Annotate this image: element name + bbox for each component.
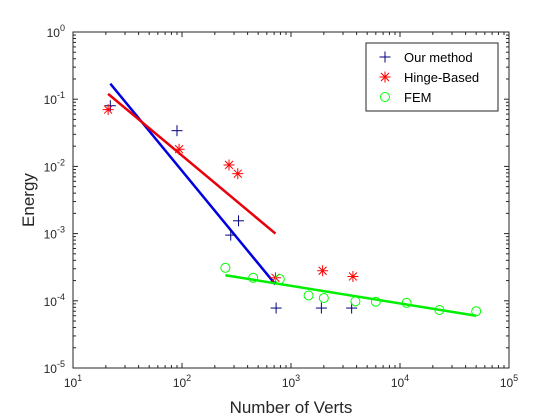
data-point-asterisk-0 — [102, 104, 114, 116]
data-point-circle-9 — [471, 306, 482, 317]
y-tick-label-1: 10-4 — [44, 292, 65, 309]
fit-line-1 — [107, 92, 277, 235]
tick-labels: 101 102 103 104 105 10-5 10-4 10-3 10-2 10-1 100 — [44, 23, 519, 390]
y-axis-label: Energy — [19, 173, 38, 227]
y-tick-label-0: 10-5 — [44, 359, 65, 376]
data-point-asterisk-6 — [347, 270, 359, 282]
y-tick-label-2: 10-3 — [44, 225, 65, 242]
data-point-circle-6 — [370, 296, 381, 307]
data-point-circle-2 — [274, 274, 285, 285]
data-point-plus-3 — [233, 215, 245, 227]
y-tick-label-3: 10-2 — [44, 157, 65, 174]
data-point-asterisk-5 — [317, 265, 329, 277]
y-tick-label-5: 100 — [47, 23, 65, 40]
data-point-plus-1 — [171, 125, 183, 137]
legend-label-2: FEM — [404, 90, 431, 105]
legend-label-1: Hinge-Based — [404, 70, 479, 85]
data-point-circle-5 — [350, 296, 361, 307]
data-point-asterisk-1 — [173, 143, 185, 155]
data-point-asterisk-3 — [232, 168, 244, 180]
data-point-plus-5 — [315, 302, 327, 314]
data-point-circle-0 — [220, 262, 231, 273]
data-point-circle-8 — [434, 304, 445, 315]
fit-lines — [107, 82, 477, 317]
legend: Our method Hinge-Based FEM — [365, 42, 499, 112]
x-tick-label-0: 101 — [64, 373, 82, 390]
x-tick-label-1: 102 — [173, 373, 191, 390]
legend-marker-2 — [380, 92, 390, 102]
legend-label-0: Our method — [404, 50, 473, 65]
data-point-circle-7 — [401, 297, 412, 308]
x-tick-label-3: 104 — [391, 373, 409, 390]
data-point-circle-1 — [248, 272, 259, 283]
legend-marker-0 — [379, 51, 391, 63]
data-point-plus-2 — [225, 229, 237, 241]
data-point-plus-4 — [270, 302, 282, 314]
x-axis-label: Number of Verts — [230, 398, 353, 417]
data-point-circle-4 — [318, 293, 329, 304]
x-tick-label-4: 105 — [500, 373, 518, 390]
fit-line-2 — [225, 274, 477, 317]
x-tick-label-2: 103 — [282, 373, 300, 390]
axes — [72, 31, 510, 369]
data-markers — [102, 100, 482, 317]
y-tick-label-4: 10-1 — [44, 90, 65, 107]
legend-marker-1 — [379, 71, 391, 83]
data-point-asterisk-2 — [223, 159, 235, 171]
data-point-circle-3 — [303, 290, 314, 301]
